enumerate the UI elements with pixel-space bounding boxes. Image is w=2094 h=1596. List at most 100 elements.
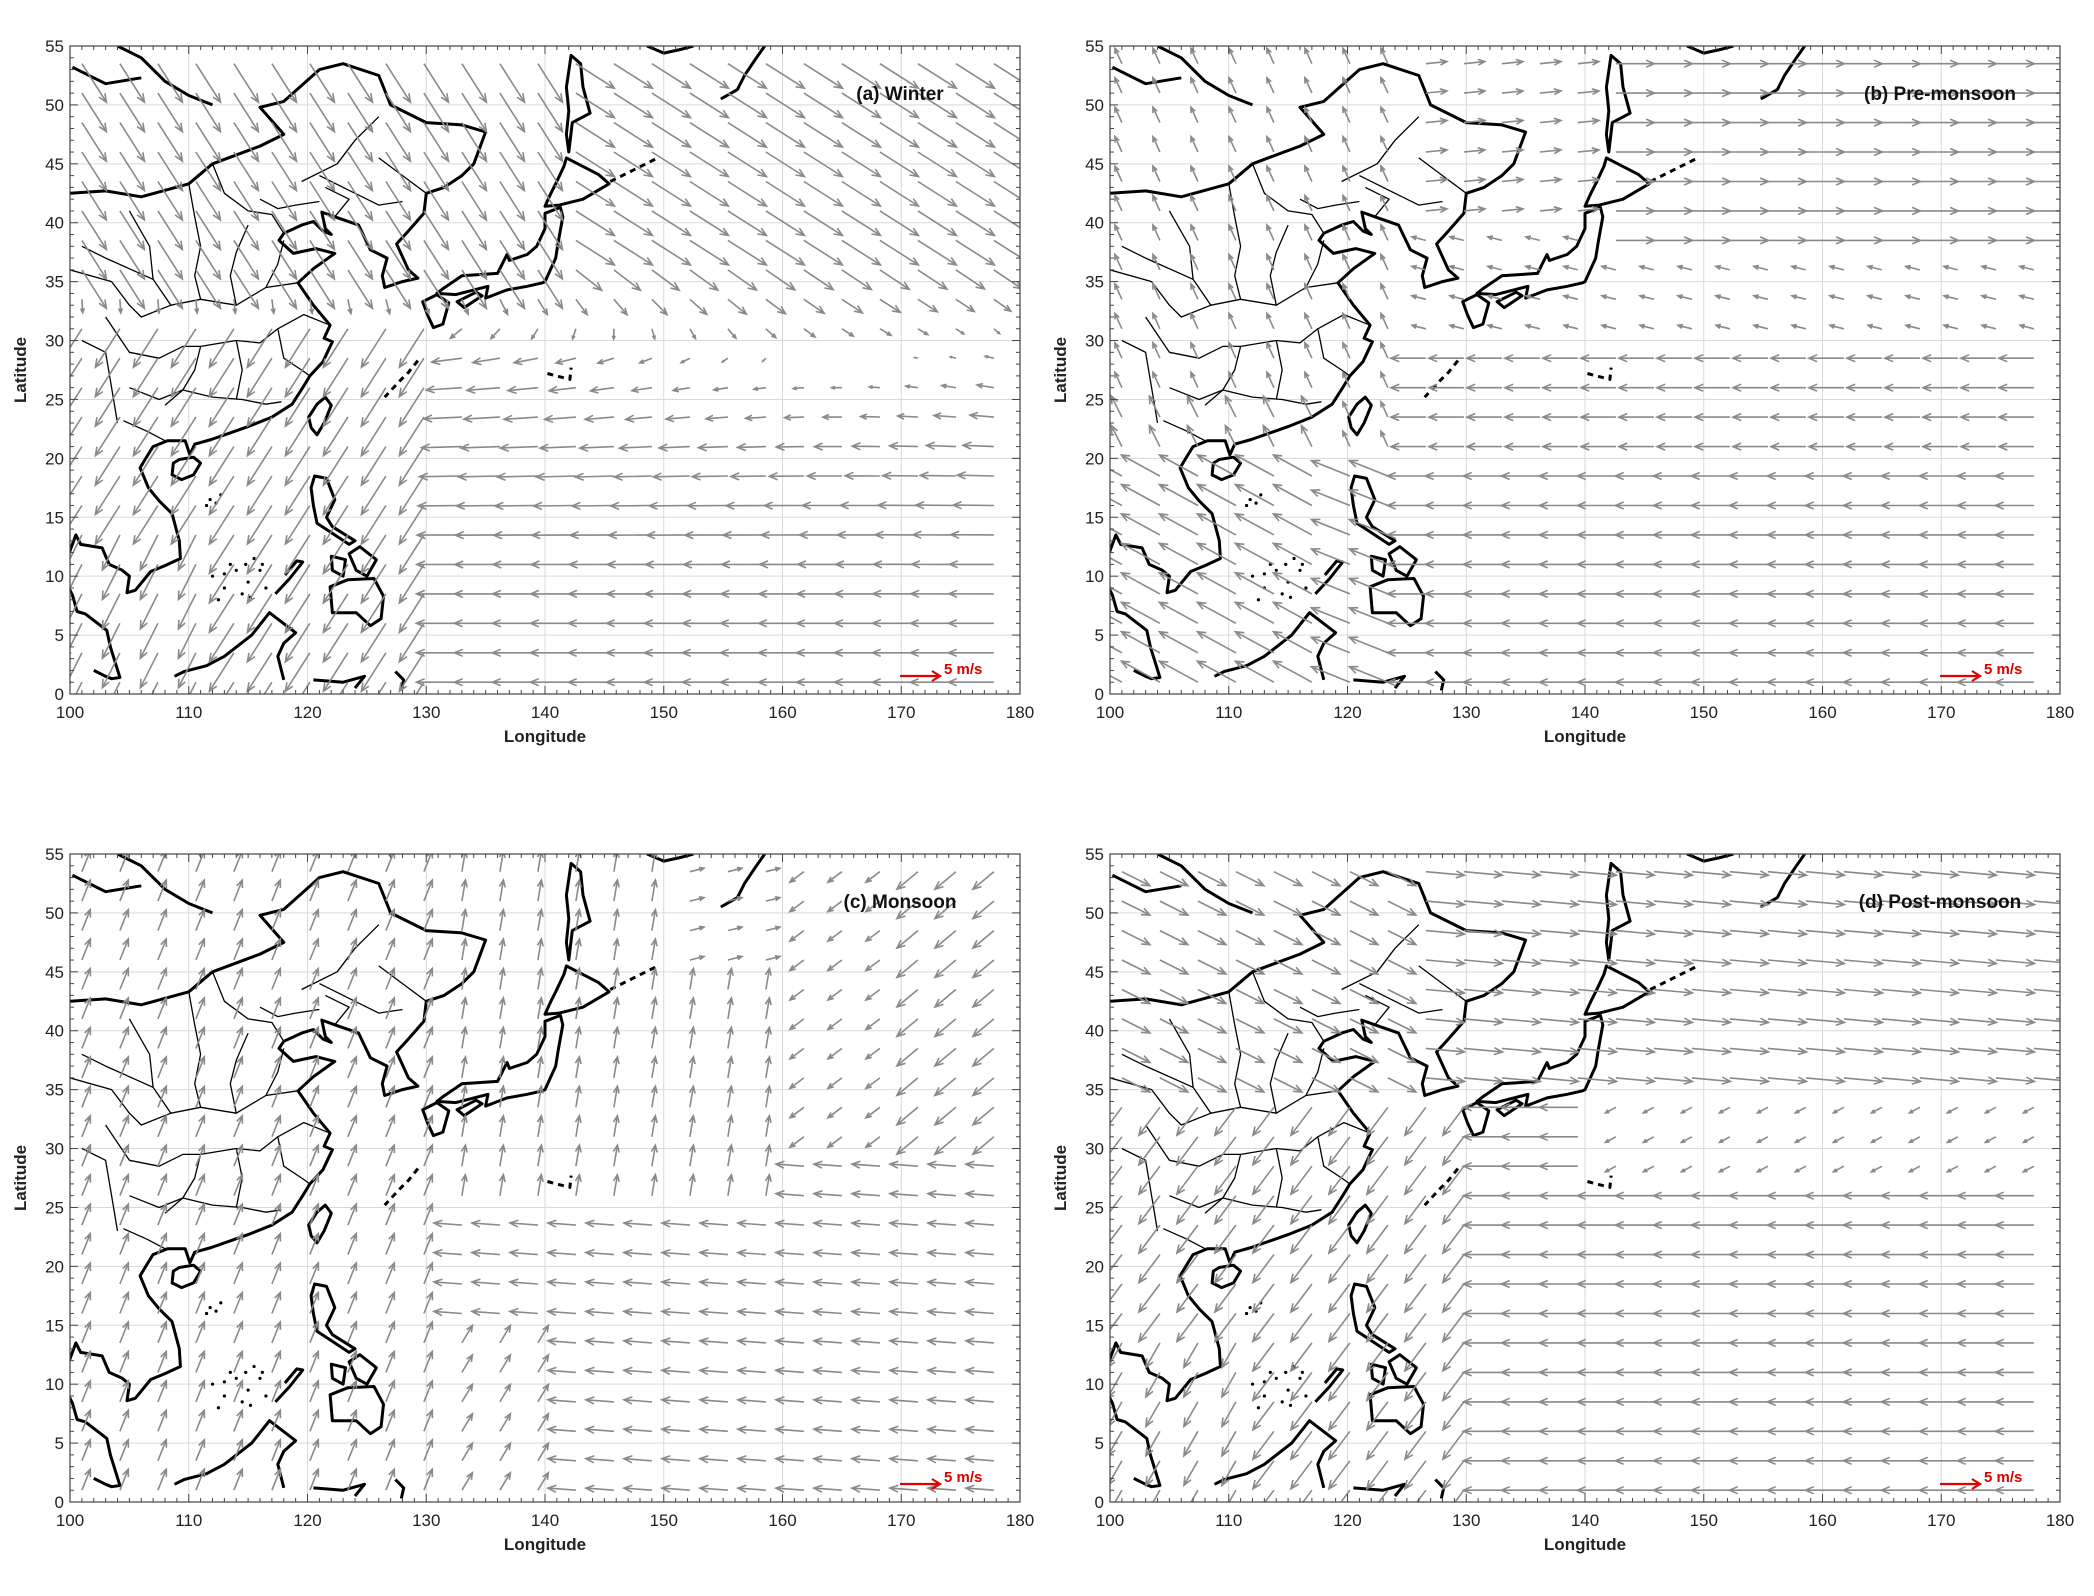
wind-vector	[1803, 677, 1844, 687]
wind-vector	[1197, 870, 1228, 887]
wind-vector	[651, 472, 690, 481]
province-border	[1275, 340, 1283, 400]
wind-vector	[360, 328, 387, 370]
wind-vector	[1983, 1165, 1997, 1173]
wind-vector	[1803, 1279, 1844, 1289]
wind-vector	[1349, 1077, 1380, 1093]
small-island	[248, 1403, 253, 1407]
wind-vector	[1190, 75, 1199, 94]
province-border	[1317, 1136, 1351, 1185]
wind-vector	[574, 966, 582, 990]
wind-vector	[1765, 1397, 1806, 1407]
wind-vector	[621, 1425, 652, 1435]
wind-vector	[574, 907, 582, 931]
wind-vector	[1137, 1283, 1161, 1314]
wind-vector	[1917, 648, 1958, 658]
wind-vector	[271, 1231, 282, 1255]
wind-vector	[1499, 530, 1540, 540]
wind-vector	[849, 1307, 880, 1317]
wind-vector	[1651, 1427, 1692, 1436]
island-coastline	[1156, 46, 1254, 107]
wind-vector	[195, 1025, 206, 1049]
wind-vector	[1917, 1427, 1958, 1436]
wind-vector	[347, 1172, 358, 1196]
wind-vector	[1454, 1489, 1465, 1502]
wind-vector	[1751, 323, 1769, 330]
wind-vector	[1220, 1430, 1237, 1458]
wind-vector	[1993, 1338, 2034, 1348]
wind-vector	[157, 122, 184, 163]
wind-vector	[1805, 177, 1847, 186]
island-coastline	[1495, 290, 1524, 310]
wind-vector	[925, 1278, 956, 1287]
wind-vector	[1539, 958, 1581, 968]
wind-vector	[1144, 1342, 1161, 1370]
x-tick-label: 150	[650, 703, 678, 722]
x-tick-label: 170	[1927, 1511, 1955, 1530]
x-tick-label: 170	[887, 1511, 915, 1530]
wind-vector	[1919, 147, 1961, 157]
wind-vector	[773, 1248, 804, 1258]
wind-vector	[545, 1248, 576, 1258]
wind-vector	[1461, 501, 1502, 510]
wind-vector	[1327, 1342, 1351, 1373]
wind-vector	[879, 151, 921, 178]
wind-vector	[119, 1408, 130, 1432]
province-border	[1418, 965, 1467, 1002]
wind-vector	[1881, 1017, 1923, 1026]
wind-vector	[1945, 1136, 1959, 1144]
wind-vector	[1919, 988, 1961, 997]
wind-vector	[1380, 164, 1389, 182]
wind-vectors	[81, 854, 995, 1493]
wind-vector	[788, 900, 805, 913]
wind-vector	[685, 501, 728, 511]
wind-vector	[838, 501, 880, 510]
wind-vector	[735, 442, 766, 452]
wind-vector	[360, 387, 387, 428]
wind-vector	[1751, 294, 1769, 301]
wind-vector	[423, 878, 434, 902]
y-tick-label: 30	[45, 1140, 64, 1159]
island-chain	[609, 964, 659, 991]
small-island	[210, 1382, 215, 1386]
wind-vector	[1273, 1077, 1304, 1093]
wind-vector	[613, 210, 655, 237]
wind-vector	[1803, 1427, 1844, 1436]
wind-vector	[195, 966, 206, 990]
wind-vector	[423, 151, 450, 193]
small-island	[244, 1370, 248, 1374]
wind-vector	[971, 1106, 995, 1127]
wind-vector	[81, 878, 92, 902]
wind-vector	[1304, 223, 1313, 241]
wind-vector	[1441, 1342, 1465, 1373]
wind-vector	[933, 1018, 957, 1038]
wind-vector	[1729, 988, 1771, 997]
small-island	[240, 592, 244, 596]
wind-vector	[1917, 677, 1958, 687]
wind-vector	[1767, 236, 1809, 245]
small-island	[1248, 498, 1252, 502]
wind-vector	[284, 505, 311, 546]
wind-vector	[460, 1025, 468, 1049]
x-tick-label: 110	[175, 703, 202, 722]
wind-vector	[271, 1172, 282, 1196]
wind-vector	[1499, 1309, 1540, 1318]
x-axis-label: Longitude	[504, 1535, 586, 1554]
wind-vector	[1228, 252, 1237, 271]
wind-vector	[1523, 294, 1541, 301]
wind-vector	[925, 1160, 956, 1169]
wind-vector	[621, 1366, 652, 1376]
wind-vector	[1425, 1046, 1467, 1056]
wind-vector	[271, 1202, 282, 1226]
wind-vector	[1157, 660, 1199, 683]
wind-vector	[119, 1349, 130, 1373]
wind-vector	[537, 1382, 550, 1403]
island-coastline	[274, 559, 305, 595]
wind-vector	[461, 269, 488, 311]
wind-vector	[689, 866, 706, 873]
wind-vector	[309, 1025, 320, 1049]
wind-vector	[1577, 899, 1619, 909]
wind-vector	[271, 1143, 282, 1167]
island-chain	[383, 359, 420, 399]
wind-vector	[101, 593, 121, 631]
